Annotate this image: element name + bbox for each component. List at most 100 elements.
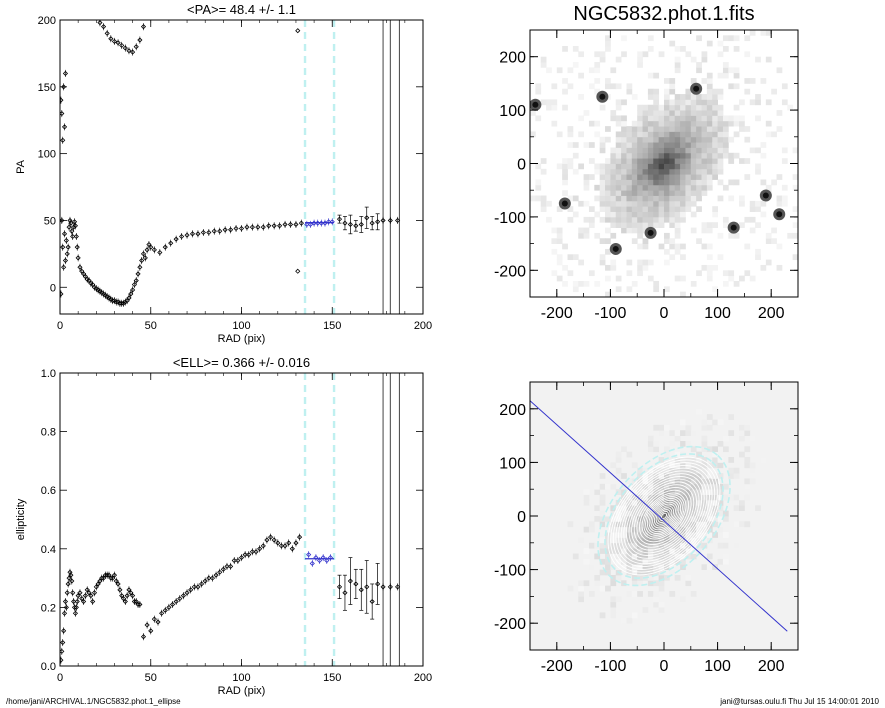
image-pixel xyxy=(701,78,708,84)
image-pixel xyxy=(605,248,611,255)
data-point xyxy=(140,251,147,257)
image-pixel xyxy=(717,179,724,186)
image-pixel xyxy=(776,174,783,180)
image-pixel xyxy=(680,120,686,127)
image-pixel xyxy=(755,248,761,255)
image-pixel xyxy=(642,110,649,116)
image-pixel xyxy=(610,526,617,533)
y-tick-label: 0 xyxy=(517,509,526,526)
x-tick-label: 200 xyxy=(758,658,785,675)
isophote-contour xyxy=(623,473,705,559)
image-pixel xyxy=(642,51,649,58)
image-pixel xyxy=(701,264,708,271)
isophote-contour xyxy=(628,478,700,554)
image-pixel xyxy=(680,537,686,544)
image-pixel xyxy=(664,558,670,565)
image-pixel xyxy=(685,104,692,111)
image-pixel xyxy=(588,67,595,74)
image-pixel xyxy=(626,569,633,576)
image-pixel xyxy=(583,227,590,234)
image-pixel xyxy=(615,499,622,506)
image-pixel xyxy=(680,46,686,52)
image-pixel xyxy=(669,478,676,485)
image-pixel xyxy=(680,195,686,202)
image-pixel xyxy=(621,152,627,159)
image-pixel xyxy=(690,473,697,479)
image-pixel xyxy=(674,46,681,52)
image-pixel xyxy=(706,94,713,100)
image-pixel xyxy=(669,158,676,164)
image-pixel xyxy=(712,158,718,164)
image-pixel xyxy=(733,473,740,479)
image-pixel xyxy=(717,72,724,79)
image-pixel xyxy=(680,483,686,490)
image-pixel xyxy=(696,206,702,212)
image-pixel xyxy=(631,163,638,170)
image-pixel xyxy=(792,147,798,154)
image-pixel xyxy=(664,516,670,522)
image-pixel xyxy=(610,607,617,613)
image-pixel xyxy=(706,254,713,261)
image-pixel xyxy=(744,216,751,223)
image-pixel xyxy=(664,211,670,218)
image-pixel xyxy=(669,200,676,207)
image-pixel xyxy=(696,104,702,111)
data-point xyxy=(71,604,78,610)
data-point xyxy=(238,555,245,561)
image-pixel xyxy=(765,99,772,106)
image-pixel xyxy=(610,574,617,581)
image-pixel xyxy=(605,569,611,576)
image-pixel xyxy=(728,232,735,239)
image-pixel xyxy=(642,211,649,218)
image-pixel xyxy=(776,110,783,116)
image-pixel xyxy=(749,200,756,207)
data-point xyxy=(295,268,301,274)
image-pixel xyxy=(647,211,654,218)
image-pixel xyxy=(690,174,697,180)
image-pixel xyxy=(567,126,574,132)
image-pixel xyxy=(631,126,638,132)
image-pixel xyxy=(669,104,676,111)
image-pixel xyxy=(562,46,568,52)
image-pixel xyxy=(685,494,692,501)
image-pixel xyxy=(647,532,654,538)
image-pixel xyxy=(658,184,665,191)
image-pixel xyxy=(787,104,794,111)
image-pixel xyxy=(621,553,627,560)
image-pixel xyxy=(588,542,595,549)
image-pixel xyxy=(701,110,708,116)
image-pixel xyxy=(701,152,708,159)
image-pixel xyxy=(647,184,654,191)
image-pixel xyxy=(642,179,649,186)
image-pixel xyxy=(594,78,601,84)
image-pixel xyxy=(744,462,751,469)
image-pixel xyxy=(647,591,654,597)
image-pixel xyxy=(696,126,702,132)
image-pixel xyxy=(776,264,783,271)
image-pixel xyxy=(653,542,660,549)
image-pixel xyxy=(664,259,670,266)
data-point xyxy=(65,244,71,250)
image-pixel xyxy=(631,542,638,549)
image-pixel xyxy=(674,211,681,218)
image-pixel xyxy=(722,430,729,436)
image-pixel xyxy=(792,206,798,212)
data-point xyxy=(113,578,119,584)
x-tick-label: -100 xyxy=(594,658,626,675)
image-pixel xyxy=(669,115,676,122)
image-pixel xyxy=(739,275,745,282)
image-pixel xyxy=(706,163,713,170)
image-pixel xyxy=(690,110,697,116)
image-pixel xyxy=(680,553,686,560)
data-point xyxy=(233,225,239,232)
image-pixel xyxy=(567,158,574,164)
image-pixel xyxy=(664,88,670,95)
data-point xyxy=(131,598,137,605)
image-pixel xyxy=(615,222,622,228)
image-pixel xyxy=(610,206,617,212)
image-pixel xyxy=(637,505,643,512)
image-pixel xyxy=(615,174,622,180)
image-pixel xyxy=(733,131,740,138)
image-pixel xyxy=(631,553,638,560)
image-pixel xyxy=(621,195,627,202)
